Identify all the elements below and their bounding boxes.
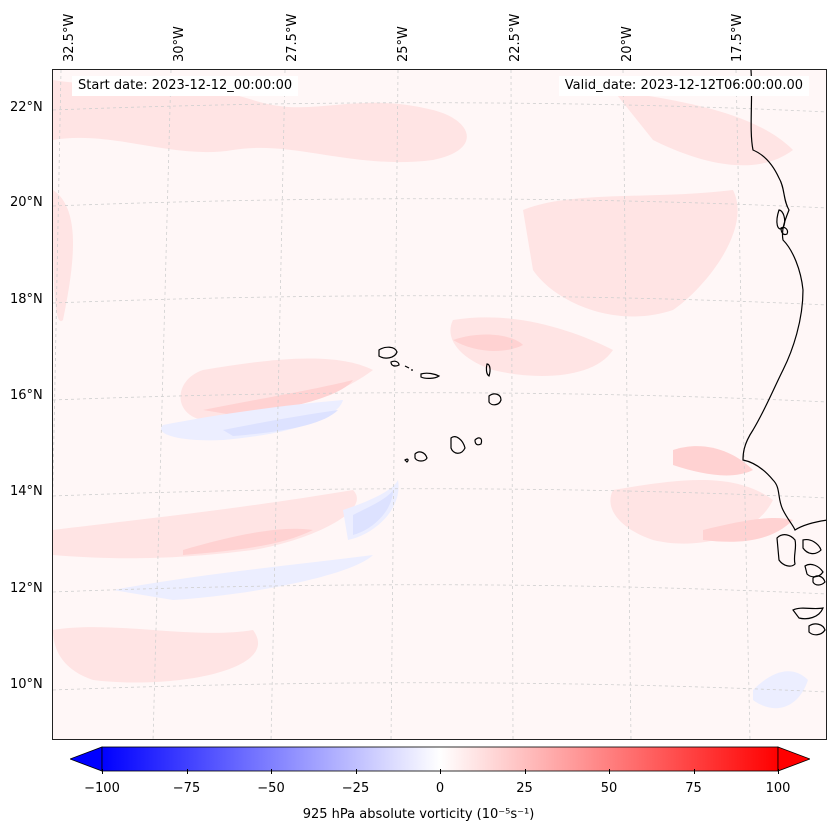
colorbar-tick-label: 50 bbox=[600, 781, 618, 796]
colorbar-tick-label: −25 bbox=[341, 781, 370, 796]
colorbar-tick-label: −100 bbox=[84, 781, 120, 796]
longitude-label: 20°W bbox=[620, 26, 635, 62]
longitude-label: 25°W bbox=[396, 26, 411, 62]
latitude-label: 14°N bbox=[10, 484, 43, 499]
colorbar-min-extend-arrow bbox=[68, 746, 103, 772]
colorbar-tick-mark bbox=[102, 769, 103, 774]
graticule bbox=[53, 70, 826, 739]
longitude-label: 22.5°W bbox=[508, 13, 523, 62]
colorbar-gradient bbox=[101, 746, 779, 772]
colorbar-tick-label: 100 bbox=[765, 781, 791, 796]
latitude-label: 22°N bbox=[10, 100, 43, 115]
start-date-label: Start date: 2023-12-12_00:00:00 bbox=[72, 76, 299, 96]
colorbar-tick-mark bbox=[778, 769, 779, 774]
longitude-label: 27.5°W bbox=[285, 13, 300, 62]
colorbar-tick-label: −50 bbox=[257, 781, 285, 796]
vorticity-field bbox=[53, 70, 826, 739]
colorbar-max-extend-arrow bbox=[777, 746, 812, 772]
moderate-negative-patches bbox=[223, 410, 393, 535]
colorbar-tick-mark bbox=[271, 769, 272, 774]
map-panel bbox=[52, 69, 827, 740]
colorbar-label: 925 hPa absolute vorticity (10⁻⁵s⁻¹) bbox=[302, 807, 535, 822]
colorbar-tick-mark bbox=[440, 769, 441, 774]
west-africa-coastline bbox=[742, 70, 826, 636]
colorbar-tick-label: 75 bbox=[685, 781, 702, 796]
longitude-label: 17.5°W bbox=[730, 13, 745, 62]
valid-date-label: Valid_date: 2023-12-12T06:00:00.00 bbox=[558, 76, 809, 96]
field-background bbox=[53, 70, 826, 739]
colorbar-tick-label: 25 bbox=[516, 781, 533, 796]
moderate-positive-patches bbox=[183, 334, 793, 555]
latitude-label: 16°N bbox=[10, 388, 43, 403]
latitude-label: 20°N bbox=[10, 195, 43, 210]
colorbar-tick-label: 0 bbox=[435, 781, 445, 796]
colorbar bbox=[68, 745, 812, 775]
colorbar-tick-mark bbox=[693, 769, 695, 774]
colorbar-tick-label: −75 bbox=[172, 781, 201, 796]
cape-verde-islands bbox=[378, 346, 502, 463]
longitude-label: 30°W bbox=[172, 26, 187, 62]
colorbar-tick-mark bbox=[609, 769, 610, 774]
latitude-label: 12°N bbox=[10, 581, 43, 596]
colorbar-graphic bbox=[68, 746, 812, 772]
colorbar-tick-mark bbox=[524, 769, 526, 774]
longitude-label: 32.5°W bbox=[62, 13, 77, 62]
colorbar-tick-mark bbox=[355, 769, 357, 774]
latitude-label: 10°N bbox=[10, 677, 43, 692]
latitude-label: 18°N bbox=[10, 292, 43, 307]
colorbar-tick-mark bbox=[186, 769, 188, 774]
